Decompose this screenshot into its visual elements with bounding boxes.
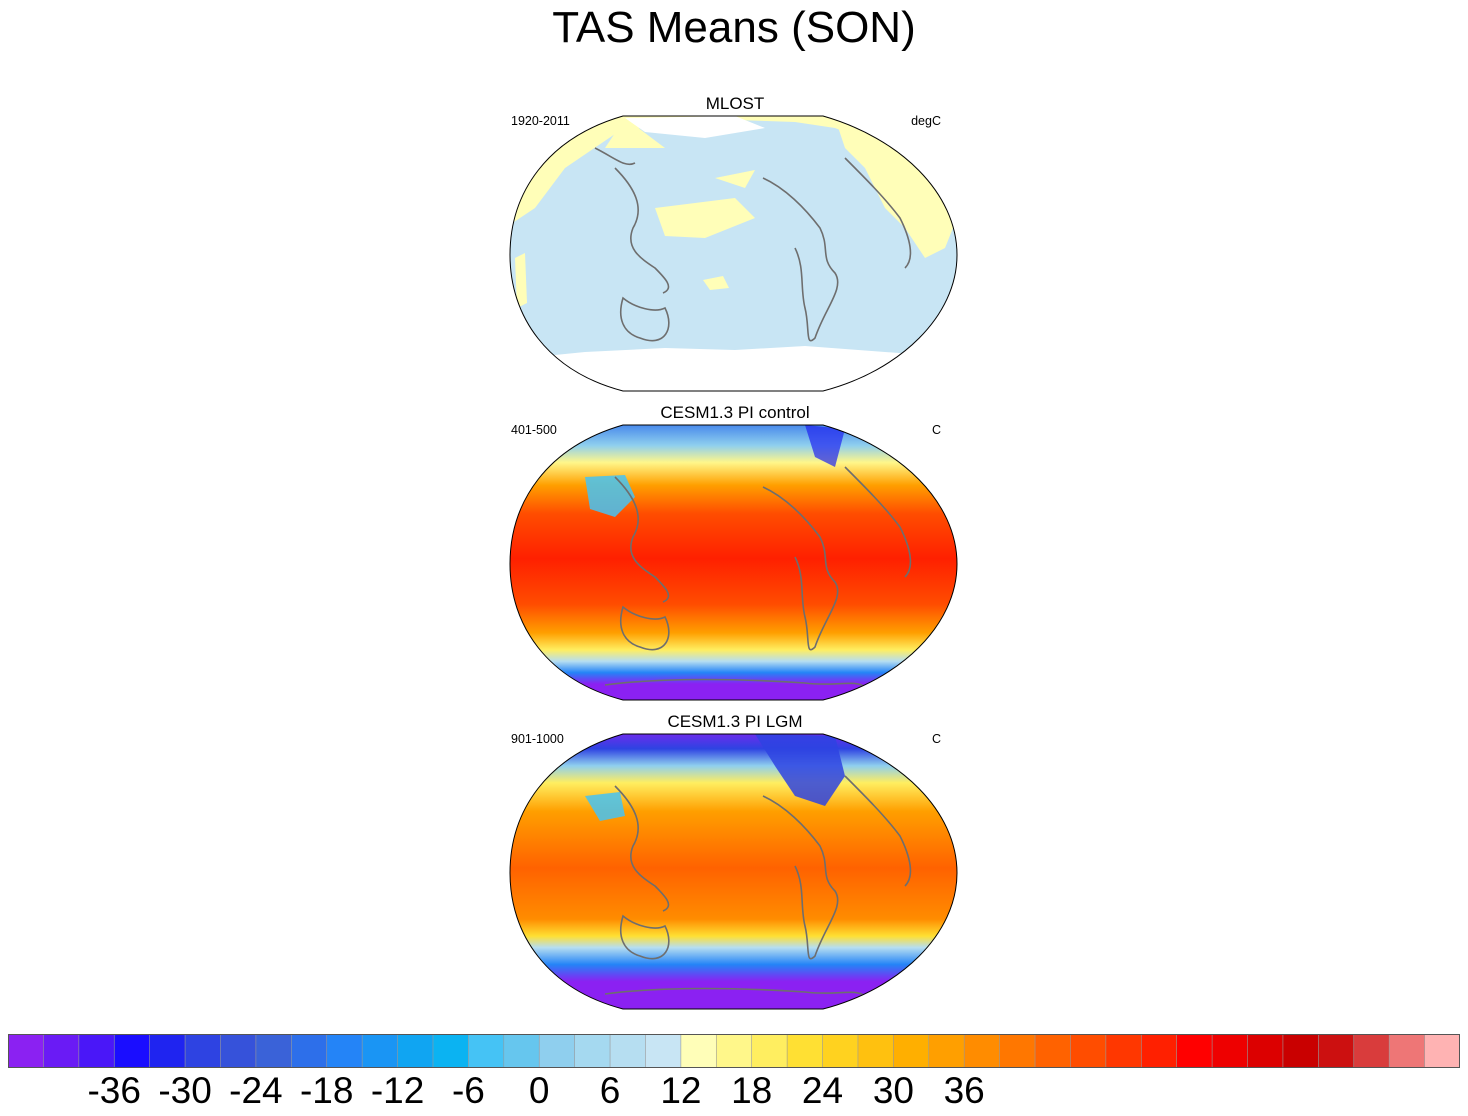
colorbar-swatch (397, 1034, 434, 1068)
panel-units: C (931, 732, 941, 746)
colorbar-swatch (1424, 1034, 1460, 1068)
colorbar-swatch (361, 1034, 399, 1068)
colorbar-swatch (538, 1034, 576, 1068)
map-lgm (509, 733, 958, 1010)
colorbar-swatch (928, 1034, 965, 1068)
colorbar-tick-label: 0 (528, 1070, 550, 1111)
colorbar-swatch (645, 1034, 682, 1068)
colorbar-swatch (680, 1034, 718, 1068)
colorbar-tick-label: 24 (801, 1070, 844, 1111)
colorbar-swatch (1070, 1034, 1107, 1068)
colorbar-swatch (1211, 1034, 1249, 1068)
panel-title: CESM1.3 PI control (660, 403, 810, 422)
colorbar-tick-label: -12 (370, 1070, 425, 1111)
colorbar-swatch (1140, 1034, 1178, 1068)
map-pi-control (509, 424, 958, 701)
colorbar-swatch (1176, 1034, 1213, 1068)
panel-period: 901-1000 (511, 732, 564, 746)
colorbar-swatch (1105, 1034, 1143, 1068)
colorbar-tick-label: -30 (158, 1070, 212, 1111)
colorbar-swatch (255, 1034, 293, 1068)
colorbar-swatch (1034, 1034, 1072, 1068)
colorbar-swatch (291, 1034, 328, 1068)
figure-title: TAS Means (SON) (552, 3, 916, 52)
colorbar-swatch (184, 1034, 222, 1068)
colorbar-swatch (857, 1034, 895, 1068)
colorbar-tick-label: 30 (872, 1070, 914, 1111)
colorbar-swatch (78, 1034, 116, 1068)
panel-period: 401-500 (511, 423, 557, 437)
colorbar-swatch (503, 1034, 541, 1068)
colorbar-swatch (786, 1034, 824, 1068)
colorbar-swatch (1247, 1034, 1284, 1068)
colorbar-tick-label: -24 (229, 1070, 283, 1111)
colorbar-swatch (1353, 1034, 1390, 1068)
colorbar-swatch (963, 1034, 1001, 1068)
colorbar-swatch (609, 1034, 647, 1068)
colorbar-swatch (8, 1034, 45, 1068)
colorbar-tick-label: 36 (943, 1070, 985, 1111)
panel-units: degC (911, 114, 941, 128)
colorbar-swatch (468, 1034, 505, 1068)
map-mlost (509, 115, 958, 392)
colorbar-swatch (893, 1034, 930, 1068)
colorbar-swatch (822, 1034, 859, 1068)
colorbar-swatch (326, 1034, 363, 1068)
panel-title: MLOST (705, 94, 765, 113)
colorbar-swatch (1318, 1034, 1355, 1068)
colorbar-tick-label: 6 (599, 1070, 621, 1111)
colorbar-border (8, 1034, 1460, 1068)
colorbar-tick-label: 12 (660, 1070, 702, 1111)
colorbar-swatch (149, 1034, 186, 1068)
panel-units: C (931, 423, 941, 437)
colorbar-swatch (1388, 1034, 1426, 1068)
colorbar-tick-label: -36 (87, 1070, 141, 1111)
colorbar-swatch (574, 1034, 611, 1068)
colorbar-swatch (220, 1034, 257, 1068)
panel-period: 1920-2011 (511, 114, 570, 128)
colorbar-swatch (432, 1034, 470, 1068)
colorbar-swatch (43, 1034, 80, 1068)
panel-title: CESM1.3 PI LGM (667, 712, 803, 731)
colorbar-tick-label: 18 (731, 1070, 773, 1111)
colorbar-swatch (1282, 1034, 1320, 1068)
colorbar-swatch (113, 1034, 151, 1068)
colorbar-swatch (751, 1034, 788, 1068)
colorbar-tick-label: -6 (451, 1070, 485, 1111)
colorbar-tick-label: -18 (299, 1070, 354, 1111)
colorbar-swatch (999, 1034, 1036, 1068)
colorbar (8, 1034, 1460, 1068)
colorbar-swatch (715, 1034, 753, 1068)
